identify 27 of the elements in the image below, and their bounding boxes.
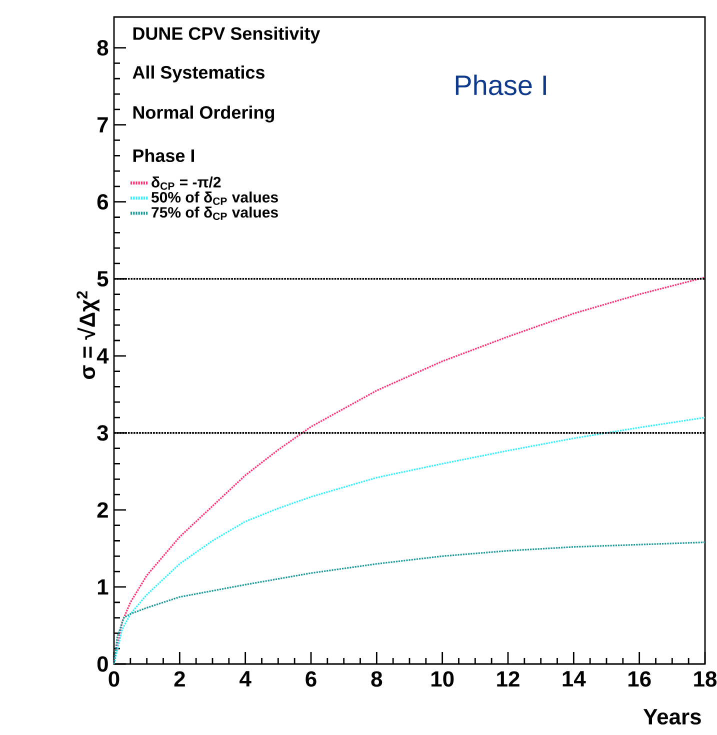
y-tick-label: 2 [97, 502, 108, 518]
annotation: Normal Ordering [133, 106, 274, 122]
x-tick-label: 14 [562, 671, 586, 686]
legend-label: δ$_{CP}$ = -π/2 [152, 176, 221, 190]
annotation: Phase I [133, 148, 194, 162]
y-tick-label: 6 [97, 194, 108, 210]
x-tick-label: 16 [628, 671, 651, 687]
annotation: DUNE CPV Sensitivity [133, 26, 320, 44]
x-axis-title: Years [643, 709, 701, 725]
y-tick-label: 7 [98, 117, 108, 132]
y-tick-label: 0 [97, 656, 108, 672]
text: Phase I [456, 74, 546, 96]
x-tick-label: 8 [371, 671, 382, 687]
x-tick-label: 18 [694, 671, 717, 687]
y-tick-label: 3 [97, 425, 108, 441]
y-tick-label: 8 [97, 40, 108, 56]
y-tick-label: 1 [98, 579, 108, 595]
x-tick-label: 6 [306, 671, 316, 687]
x-tick-label: 0 [108, 671, 120, 687]
legend-label: 50% of δ$_{CP}$ values [151, 192, 278, 205]
x-tick-label: 2 [174, 671, 185, 687]
y-tick-label: 5 [97, 271, 108, 287]
x-tick-label: 12 [497, 671, 520, 687]
x-tick-label: 10 [431, 671, 454, 687]
annotation: All Systematics [132, 66, 264, 82]
x-tick-label: 4 [240, 671, 252, 686]
legend-label: 75% of δ$_{CP}$ values [152, 206, 278, 220]
